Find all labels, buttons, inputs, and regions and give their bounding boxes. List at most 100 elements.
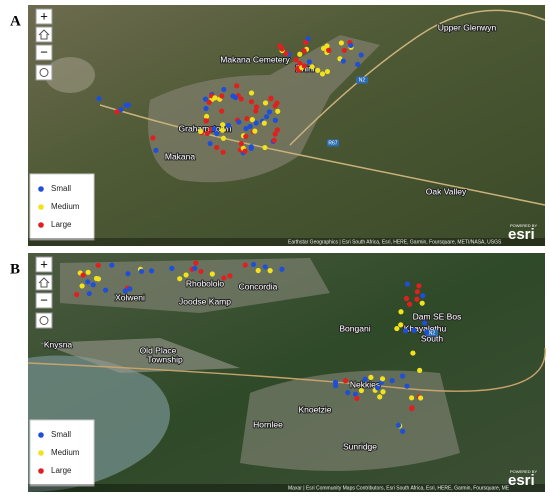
home-button[interactable] — [35, 274, 53, 291]
site-dot — [279, 266, 285, 272]
zoom-button[interactable] — [35, 256, 53, 273]
site-dot — [297, 51, 303, 57]
site-dot — [416, 283, 422, 289]
urban-area — [240, 370, 460, 471]
site-dot — [294, 65, 301, 72]
zoom-button[interactable] — [35, 8, 53, 25]
site-dot — [242, 148, 248, 154]
site-dot — [148, 268, 155, 274]
site-dot — [150, 135, 156, 141]
place-label: Bongani — [339, 323, 370, 333]
place-label: Township — [147, 354, 183, 364]
site-dot — [398, 309, 404, 315]
site-dot — [302, 39, 309, 46]
site-dot — [380, 389, 386, 395]
site-dot — [345, 390, 351, 396]
site-dot — [404, 281, 411, 287]
site-dot — [409, 406, 415, 412]
site-dot — [95, 262, 101, 268]
locate-button[interactable] — [35, 312, 53, 329]
site-dot — [348, 42, 354, 49]
site-dot — [411, 327, 417, 333]
site-dot — [315, 67, 321, 73]
legend-swatch — [38, 468, 44, 474]
site-dot — [414, 296, 420, 302]
locate-button[interactable] — [35, 64, 53, 81]
site-dot — [203, 105, 209, 112]
site-dot — [272, 117, 278, 123]
legend-label: Small — [51, 430, 71, 439]
site-dot — [306, 59, 312, 65]
site-dot — [301, 63, 307, 69]
site-dot — [198, 128, 204, 135]
home-icon — [38, 277, 50, 288]
road-label: N2 — [359, 77, 366, 83]
site-dot — [358, 52, 364, 58]
site-dot — [102, 287, 109, 293]
site-dot — [193, 260, 199, 266]
zoom-button[interactable] — [35, 44, 53, 61]
home-button[interactable] — [35, 26, 53, 43]
site-dot — [219, 127, 226, 133]
legend-label: Small — [51, 184, 71, 193]
site-dot — [418, 395, 424, 401]
site-dot — [332, 383, 339, 389]
site-dot — [309, 64, 315, 70]
site-dot — [138, 268, 145, 274]
field — [45, 57, 95, 93]
legend-label: Large — [51, 466, 72, 475]
site-dot — [236, 119, 242, 125]
site-dot — [271, 137, 277, 143]
legend-swatch — [38, 432, 44, 438]
site-dot — [262, 100, 269, 106]
site-dot — [398, 322, 404, 328]
panel-label: A — [10, 13, 21, 29]
site-dot — [225, 122, 231, 129]
site-dot — [90, 282, 96, 288]
site-dot — [419, 300, 425, 306]
site-dot — [368, 374, 374, 380]
site-dot — [169, 265, 175, 271]
site-dot — [206, 99, 212, 105]
road-label: R67 — [328, 140, 337, 146]
place-label: Hornlee — [253, 419, 283, 429]
site-dot — [214, 131, 220, 137]
site-dot — [238, 96, 244, 102]
site-dot — [406, 301, 413, 307]
site-dot — [301, 48, 307, 54]
attribution: Maxar | Esri Community Maps Contributors… — [288, 485, 510, 491]
site-dot — [417, 367, 423, 373]
site-dot — [261, 120, 267, 126]
place-label: Sunridge — [343, 441, 377, 451]
site-dot — [377, 394, 383, 400]
place-label: Xolweni — [115, 292, 145, 302]
site-dot — [220, 135, 227, 141]
legend-label: Medium — [51, 448, 80, 457]
attribution-bar — [28, 238, 545, 246]
site-dot — [319, 71, 326, 77]
place-label: Grahamstown — [179, 123, 232, 133]
site-dot — [220, 122, 226, 128]
zoom-button[interactable] — [35, 292, 53, 309]
site-dot — [232, 94, 239, 101]
site-dot — [255, 267, 261, 274]
site-dot — [242, 262, 248, 268]
site-dot — [272, 131, 278, 137]
site-dot — [324, 68, 331, 75]
place-label: Old Place — [140, 345, 177, 355]
site-dot — [211, 126, 217, 132]
site-dot — [389, 378, 395, 384]
site-dot — [202, 96, 209, 102]
site-dot — [153, 147, 159, 153]
site-dot — [234, 83, 240, 89]
site-dot — [362, 376, 368, 382]
site-dot — [125, 102, 131, 108]
site-dot — [85, 279, 91, 285]
site-dot — [305, 36, 311, 42]
site-dot — [402, 328, 409, 334]
place-label: Rhobololo — [186, 278, 225, 288]
site-dot — [352, 391, 359, 397]
site-dot — [275, 108, 281, 114]
site-dot — [244, 115, 250, 122]
site-dot — [125, 271, 131, 277]
